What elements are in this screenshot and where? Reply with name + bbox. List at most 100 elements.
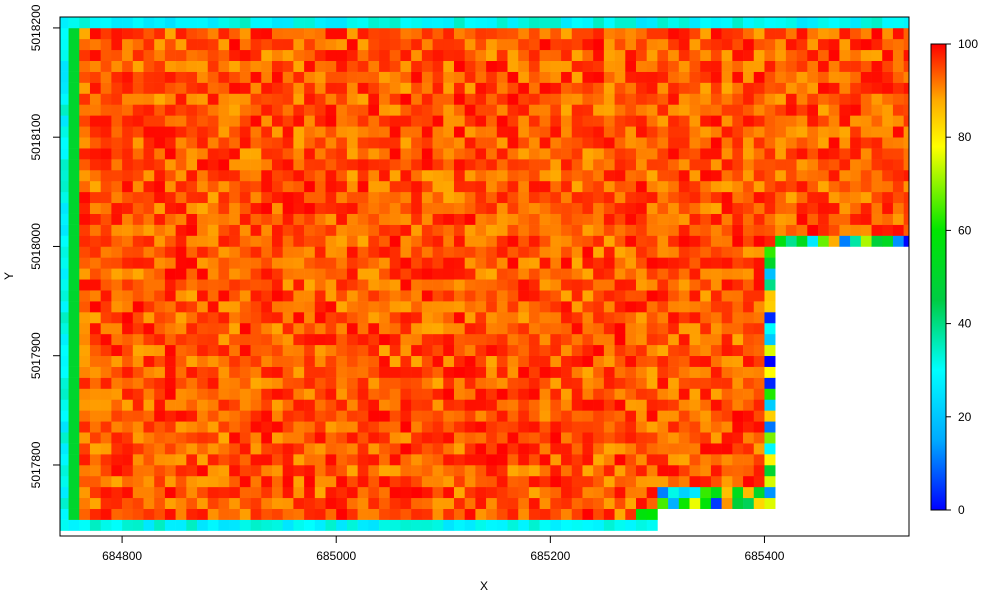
- heatmap-cell: [764, 60, 776, 72]
- heatmap-cell: [582, 399, 594, 411]
- heatmap-cell: [143, 421, 155, 433]
- heatmap-cell: [346, 246, 358, 258]
- heatmap-cell: [871, 180, 883, 193]
- heatmap-cell: [732, 159, 744, 171]
- heatmap-cell: [261, 355, 273, 367]
- heatmap-cell: [507, 202, 519, 214]
- heatmap-cell: [132, 312, 144, 324]
- heatmap-cell: [571, 312, 583, 324]
- heatmap-cell: [882, 169, 894, 182]
- heatmap-cell: [60, 312, 69, 324]
- heatmap-cell: [464, 213, 476, 225]
- heatmap-cell: [850, 126, 862, 138]
- heatmap-cell: [796, 82, 808, 94]
- heatmap-cell: [207, 71, 219, 83]
- heatmap-cell: [79, 377, 91, 389]
- heatmap-cell: [250, 246, 262, 258]
- heatmap-cell: [443, 115, 455, 127]
- heatmap-cell: [122, 508, 134, 520]
- heatmap-cell: [154, 235, 166, 247]
- heatmap-cell: [860, 17, 872, 29]
- heatmap-cell: [400, 344, 412, 357]
- heatmap-cell: [229, 519, 241, 531]
- heatmap-cell: [668, 377, 680, 389]
- heatmap-cell: [668, 312, 680, 324]
- heatmap-cell: [860, 202, 872, 214]
- heatmap-cell: [175, 235, 187, 247]
- heatmap-cell: [368, 137, 380, 149]
- heatmap-cell: [229, 410, 241, 422]
- heatmap-cell: [700, 344, 712, 357]
- heatmap-cell: [721, 421, 733, 433]
- heatmap-cell: [304, 93, 316, 105]
- heatmap-cell: [721, 137, 733, 149]
- heatmap-cell: [743, 104, 755, 116]
- heatmap-cell: [68, 191, 80, 204]
- heatmap-cell: [336, 126, 348, 138]
- heatmap-cell: [293, 104, 305, 116]
- heatmap-cell: [304, 366, 316, 378]
- heatmap-cell: [79, 115, 91, 127]
- heatmap-cell: [635, 137, 647, 149]
- heatmap-cell: [229, 486, 241, 499]
- heatmap-cell: [518, 355, 530, 367]
- heatmap-cell: [764, 180, 776, 193]
- heatmap-cell: [625, 366, 637, 378]
- heatmap-cell: [304, 344, 316, 357]
- heatmap-cell: [721, 322, 733, 335]
- heatmap-cell: [293, 333, 305, 346]
- heatmap-cell: [635, 235, 647, 247]
- heatmap-cell: [325, 224, 337, 236]
- heatmap-cell: [571, 93, 583, 105]
- heatmap-cell: [710, 224, 722, 236]
- heatmap-cell: [250, 333, 262, 346]
- heatmap-cell: [550, 38, 562, 51]
- heatmap-cell: [164, 60, 176, 72]
- heatmap-cell: [753, 333, 765, 346]
- heatmap-cell: [314, 27, 326, 40]
- heatmap-cell: [550, 213, 562, 225]
- heatmap-cell: [550, 333, 562, 346]
- heatmap-cell: [689, 432, 701, 444]
- heatmap-cell: [400, 519, 412, 531]
- heatmap-cell: [411, 519, 423, 531]
- heatmap-cell: [346, 27, 358, 40]
- heatmap-cell: [143, 115, 155, 127]
- heatmap-cell: [453, 115, 465, 127]
- heatmap-cell: [486, 279, 498, 291]
- heatmap-cell: [368, 148, 380, 160]
- heatmap-cell: [229, 159, 241, 171]
- heatmap-cell: [614, 213, 626, 225]
- heatmap-cell: [603, 366, 615, 378]
- heatmap-cell: [143, 82, 155, 94]
- heatmap-cell: [79, 508, 91, 520]
- heatmap-cell: [229, 49, 241, 62]
- heatmap-cell: [453, 213, 465, 225]
- heatmap-cell: [411, 257, 423, 269]
- heatmap-cell: [261, 268, 273, 280]
- heatmap-cell: [453, 519, 465, 531]
- heatmap-cell: [239, 410, 251, 422]
- heatmap-cell: [561, 279, 573, 291]
- heatmap-cell: [453, 202, 465, 214]
- heatmap-cell: [753, 355, 765, 367]
- heatmap-cell: [528, 235, 540, 247]
- heatmap-cell: [828, 60, 840, 72]
- heatmap-cell: [346, 115, 358, 127]
- heatmap-cell: [657, 443, 669, 455]
- heatmap-cell: [464, 344, 476, 357]
- heatmap-cell: [229, 93, 241, 105]
- heatmap-cell: [89, 508, 101, 520]
- heatmap-cell: [346, 104, 358, 116]
- heatmap-cell: [561, 290, 573, 302]
- heatmap-cell: [314, 366, 326, 378]
- heatmap-cell: [507, 486, 519, 499]
- heatmap-cell: [892, 93, 904, 105]
- heatmap-cell: [539, 377, 551, 389]
- heatmap-cell: [197, 17, 209, 29]
- heatmap-cell: [582, 388, 594, 400]
- heatmap-cell: [143, 464, 155, 477]
- heatmap-cell: [400, 159, 412, 171]
- heatmap-cell: [325, 268, 337, 280]
- heatmap-cell: [582, 126, 594, 138]
